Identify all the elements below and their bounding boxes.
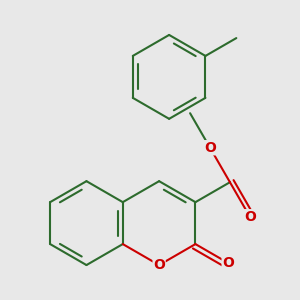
Text: O: O: [153, 258, 165, 272]
Text: O: O: [222, 256, 234, 270]
Text: O: O: [204, 141, 216, 155]
Text: O: O: [244, 210, 256, 224]
